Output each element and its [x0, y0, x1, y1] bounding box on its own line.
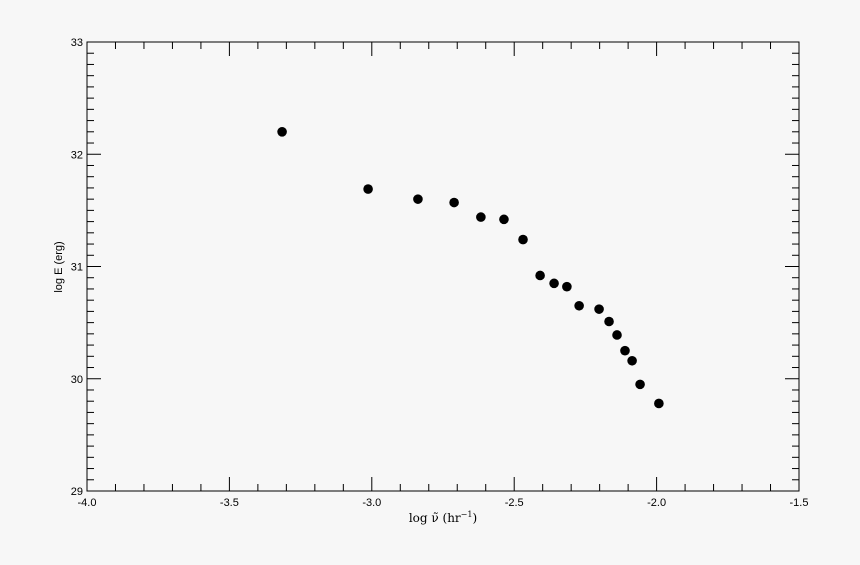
y-axis-title: log E (erg)	[53, 241, 65, 292]
data-point	[612, 330, 622, 340]
y-tick-labels: 29 30 31 32 33	[71, 37, 83, 498]
data-point	[594, 304, 604, 314]
data-point	[413, 194, 423, 204]
x-tick-label: -2.5	[505, 497, 524, 509]
data-point	[449, 197, 459, 208]
data-point	[277, 127, 287, 137]
x-tick-labels: -4.0 -3.5 -3.0 -2.5 -2.0 -1.5	[78, 497, 809, 509]
data-point	[627, 355, 637, 366]
y-tick-label: 29	[71, 486, 83, 498]
data-point	[654, 398, 664, 409]
data-point	[499, 214, 509, 225]
data-point	[363, 184, 373, 194]
y-tick-label: 31	[71, 262, 83, 274]
x-tick-label: -4.0	[78, 497, 97, 509]
data-point	[476, 212, 486, 222]
y-tick-label: 32	[71, 149, 83, 161]
data-points	[277, 127, 664, 409]
x-tick-label: -3.0	[362, 497, 381, 509]
x-tick-label: -1.5	[790, 497, 809, 509]
data-point	[549, 278, 559, 289]
x-tick-label: -3.5	[220, 497, 239, 509]
x-axis-title: log ν̃ (hr−1)	[409, 510, 477, 525]
x-tick-label: -2.0	[647, 497, 666, 509]
data-point	[518, 234, 528, 245]
data-point	[535, 270, 545, 281]
y-tick-label: 30	[71, 374, 83, 386]
data-point	[574, 300, 584, 311]
axis-ticks	[86, 41, 800, 492]
data-point	[620, 345, 630, 356]
data-point	[604, 316, 614, 327]
data-point	[635, 379, 645, 390]
plot-frame	[86, 41, 800, 492]
data-point	[562, 281, 572, 292]
y-tick-label: 33	[71, 37, 83, 49]
